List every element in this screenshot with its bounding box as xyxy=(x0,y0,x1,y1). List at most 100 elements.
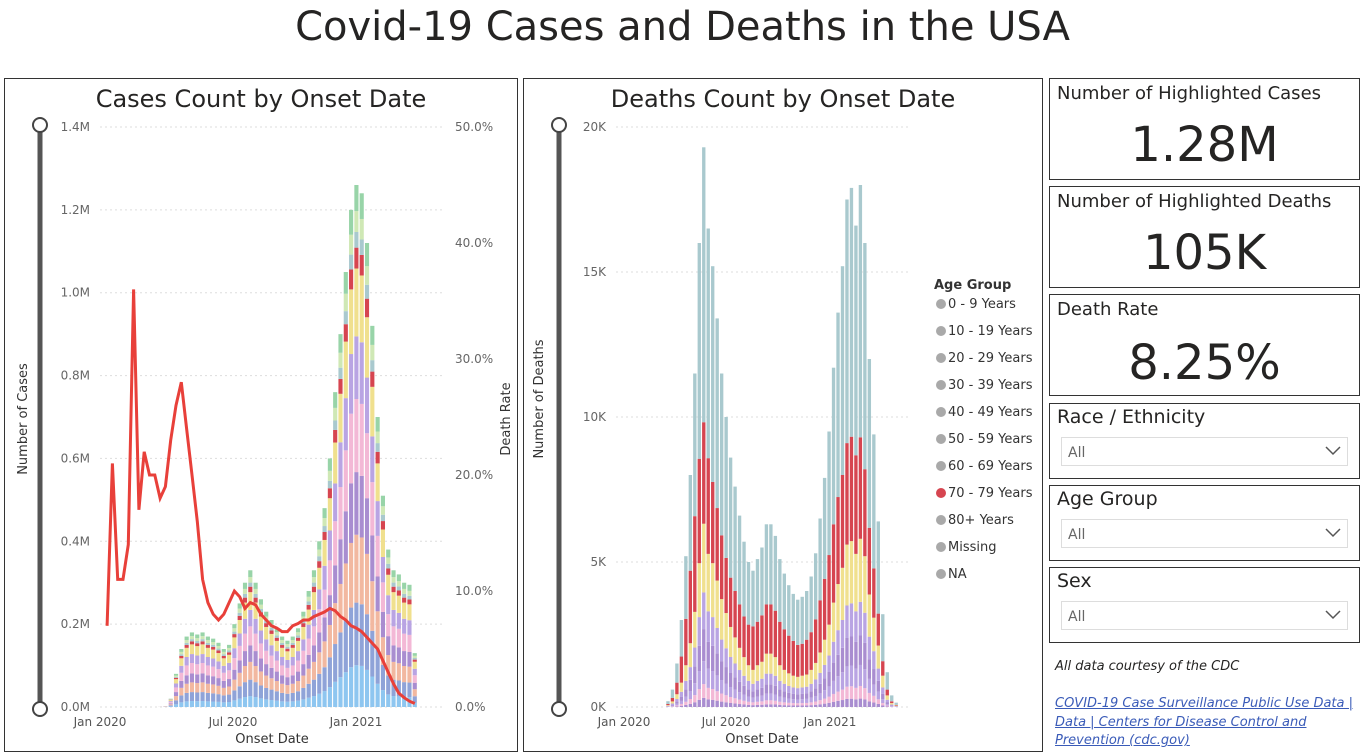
cases-bar[interactable] xyxy=(412,653,417,707)
cases-bar[interactable] xyxy=(200,632,205,707)
cases-bar[interactable] xyxy=(290,636,295,707)
sex-dropdown[interactable]: All xyxy=(1061,601,1348,630)
deaths-bar[interactable] xyxy=(800,596,804,707)
cases-bar[interactable] xyxy=(343,272,348,707)
deaths-bar[interactable] xyxy=(845,199,849,708)
deaths-bar[interactable] xyxy=(876,521,880,707)
deaths-bar[interactable] xyxy=(778,559,782,707)
cases-bar[interactable] xyxy=(195,634,200,708)
cases-bar[interactable] xyxy=(269,620,274,707)
legend-item[interactable]: 20 - 29 Years xyxy=(936,351,1033,366)
legend-item[interactable]: 70 - 79 Years xyxy=(936,486,1033,501)
deaths-bar[interactable] xyxy=(702,147,706,707)
deaths-bar[interactable] xyxy=(827,431,831,708)
deaths-bar[interactable] xyxy=(894,702,898,707)
deaths-bar[interactable] xyxy=(854,225,858,707)
cases-bar[interactable] xyxy=(211,638,216,707)
cases-bar[interactable] xyxy=(232,624,237,707)
deaths-bar[interactable] xyxy=(885,672,889,707)
deaths-bar[interactable] xyxy=(693,373,697,708)
cases-bar[interactable] xyxy=(317,541,322,707)
cases-range-slider-top-handle[interactable] xyxy=(32,117,48,133)
cases-bar[interactable] xyxy=(322,508,327,707)
deaths-range-slider-top-handle[interactable] xyxy=(551,117,567,133)
legend-item[interactable]: Missing xyxy=(936,540,996,555)
legend-item[interactable]: 10 - 19 Years xyxy=(936,324,1033,339)
legend-item[interactable]: 30 - 39 Years xyxy=(936,378,1033,393)
cases-bar[interactable] xyxy=(327,458,332,707)
cases-bar[interactable] xyxy=(216,642,221,707)
legend-item[interactable]: 0 - 9 Years xyxy=(936,297,1016,312)
cases-bar[interactable] xyxy=(184,636,189,707)
deaths-bar[interactable] xyxy=(764,524,769,707)
deaths-bar[interactable] xyxy=(822,477,827,707)
cases-bar[interactable] xyxy=(280,636,285,707)
cases-range-slider-bottom-handle[interactable] xyxy=(32,701,48,717)
cases-bar[interactable] xyxy=(338,334,343,707)
cases-bar[interactable] xyxy=(242,582,248,707)
deaths-bar[interactable] xyxy=(849,187,854,707)
cases-bar[interactable] xyxy=(168,698,173,707)
legend-item[interactable]: 50 - 59 Years xyxy=(936,432,1033,447)
deaths-bar[interactable] xyxy=(742,541,746,707)
cases-bar[interactable] xyxy=(370,325,375,707)
race-ethnicity-dropdown[interactable]: All xyxy=(1061,437,1348,466)
deaths-bar[interactable] xyxy=(715,318,719,707)
deaths-bar[interactable] xyxy=(796,599,800,707)
deaths-bar[interactable] xyxy=(684,556,688,707)
cases-bar[interactable] xyxy=(301,611,306,707)
deaths-bar[interactable] xyxy=(840,266,845,707)
cases-bar[interactable] xyxy=(295,628,301,707)
deaths-bar[interactable] xyxy=(836,312,840,707)
deaths-bar[interactable] xyxy=(746,562,751,707)
death-rate-line[interactable] xyxy=(105,289,416,705)
deaths-bar[interactable] xyxy=(782,573,786,707)
deaths-bar[interactable] xyxy=(679,620,684,707)
cases-bar[interactable] xyxy=(264,611,269,707)
deaths-bar[interactable] xyxy=(881,614,885,707)
deaths-bar[interactable] xyxy=(867,359,872,707)
legend-item[interactable]: 80+ Years xyxy=(936,513,1014,528)
deaths-bar[interactable] xyxy=(858,185,863,707)
deaths-bar[interactable] xyxy=(769,524,773,707)
deaths-bar[interactable] xyxy=(728,457,733,707)
deaths-bar[interactable] xyxy=(791,593,795,707)
legend-item[interactable]: NA xyxy=(936,567,967,582)
cases-bar[interactable] xyxy=(253,582,258,707)
cases-bar[interactable] xyxy=(179,649,184,707)
cases-bar[interactable] xyxy=(333,392,338,707)
cases-bar[interactable] xyxy=(306,591,311,707)
cases-bar[interactable] xyxy=(391,570,396,707)
age-group-dropdown[interactable]: All xyxy=(1061,519,1348,548)
deaths-bar[interactable] xyxy=(675,663,679,708)
deaths-bar[interactable] xyxy=(719,373,724,708)
cases-bar[interactable] xyxy=(274,628,279,707)
deaths-bar[interactable] xyxy=(666,701,670,707)
cases-bar[interactable] xyxy=(163,706,168,707)
deaths-bar[interactable] xyxy=(751,570,755,707)
deaths-bar[interactable] xyxy=(863,243,867,707)
deaths-bar[interactable] xyxy=(755,559,760,707)
deaths-bar[interactable] xyxy=(809,576,813,708)
cases-bar[interactable] xyxy=(402,582,407,707)
deaths-bar[interactable] xyxy=(813,553,818,707)
deaths-bar[interactable] xyxy=(805,591,809,707)
deaths-bar[interactable] xyxy=(890,695,894,707)
cdc-data-link[interactable]: COVID-19 Case Surveillance Public Use Da… xyxy=(1055,696,1354,748)
deaths-bar[interactable] xyxy=(670,689,675,707)
deaths-bar[interactable] xyxy=(733,486,737,707)
cases-bar[interactable] xyxy=(205,636,210,707)
cases-bar[interactable] xyxy=(221,649,226,707)
cases-bar[interactable] xyxy=(173,673,179,707)
legend-item[interactable]: 60 - 69 Years xyxy=(936,459,1033,474)
cases-bar[interactable] xyxy=(380,495,386,707)
deaths-bar[interactable] xyxy=(773,535,778,707)
deaths-bar[interactable] xyxy=(711,266,715,707)
deaths-bar[interactable] xyxy=(706,228,710,708)
deaths-range-slider-bottom-handle[interactable] xyxy=(551,701,567,717)
cases-bar[interactable] xyxy=(386,549,391,707)
deaths-bar[interactable] xyxy=(872,434,876,707)
deaths-bar[interactable] xyxy=(831,367,836,707)
deaths-bar[interactable] xyxy=(688,475,693,707)
deaths-bar[interactable] xyxy=(737,515,742,707)
